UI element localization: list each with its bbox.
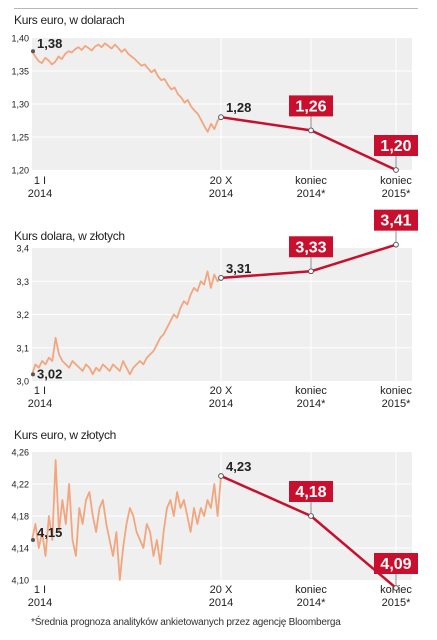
forecast-label-box	[289, 95, 333, 117]
forecast-value-label: 1,28	[226, 100, 251, 115]
y-tick-label: 4,26	[11, 448, 29, 458]
x-tick-label: 20 X	[210, 175, 233, 187]
forecast-point	[308, 268, 314, 275]
x-tick-label: 2015*	[382, 188, 411, 200]
forecast-point	[393, 167, 399, 173]
forecast-point	[393, 585, 399, 591]
x-tick-label: 2014*	[297, 398, 326, 410]
chart-title: Kurs dolara, w złotych	[14, 229, 125, 243]
x-tick-label: koniec	[380, 175, 412, 187]
y-tick-label: 4,22	[11, 480, 29, 490]
start-point	[31, 372, 35, 377]
forecast-value-label: 4,18	[295, 484, 326, 501]
x-tick-label: 2014*	[297, 597, 326, 609]
forecast-point	[218, 473, 224, 479]
x-tick-label: 2014	[209, 398, 233, 410]
x-tick-label: 20 X	[210, 385, 233, 397]
x-tick-label: 20 X	[210, 584, 233, 596]
forecast-value-label: 4,09	[380, 556, 411, 573]
x-tick-label: 2014	[209, 188, 233, 200]
y-tick-label: 1,20	[11, 166, 29, 176]
y-tick-label: 1,25	[11, 133, 29, 143]
history-series-line	[31, 459, 222, 581]
history-series-line	[31, 42, 222, 133]
forecast-point	[218, 114, 224, 121]
top-rule	[14, 8, 418, 9]
y-tick-label: 3,3	[16, 277, 29, 287]
x-tick-label: koniec	[380, 385, 412, 397]
x-tick-label: 2014	[28, 398, 52, 410]
x-tick-label: koniec	[295, 385, 327, 397]
forecast-value-label: 3,41	[380, 213, 411, 230]
chart-eurusd: Kurs euro, w dolarach 1,40 1,35 1,30 1,25 1,2…	[11, 13, 418, 200]
y-tick-label: 3,4	[16, 244, 29, 254]
chart-eurpln: Kurs euro, w złotych 4,26 4,22 4,18 4,14 4,10…	[11, 428, 418, 609]
forecast-value-label: 4,23	[226, 459, 251, 474]
forecast-label-box	[289, 481, 333, 502]
y-tick-label: 3,2	[16, 310, 29, 320]
x-tick-label: 1 I	[34, 385, 46, 397]
chart-title: Kurs euro, w złotych	[14, 428, 116, 442]
x-tick-label: 2014	[209, 597, 233, 609]
x-tick-label: koniec	[295, 175, 327, 187]
forecast-point	[308, 127, 314, 134]
forecast-label-box	[374, 553, 418, 574]
y-tick-label: 1,35	[11, 67, 29, 77]
y-tick-label: 1,30	[11, 100, 29, 110]
y-tick-label: 4,18	[11, 512, 29, 522]
y-tick-label: 3,1	[16, 343, 29, 353]
x-tick-label: 2014	[28, 597, 52, 609]
chart-title: Kurs euro, w dolarach	[14, 13, 124, 27]
y-tick-label: 3,0	[16, 377, 29, 387]
forecast-label-box	[374, 135, 418, 156]
forecast-value-label: 1,20	[380, 138, 411, 155]
forecast-point	[393, 241, 399, 248]
x-tick-label: koniec	[295, 584, 327, 596]
x-tick-label: 2015*	[382, 398, 411, 410]
forecast-value-label: 1,26	[295, 98, 326, 115]
forecast-label-box	[374, 209, 418, 231]
x-tick-label: 1 I	[34, 175, 46, 187]
forecast-value-label: 3,33	[295, 239, 326, 256]
start-value-label: 4,15	[37, 525, 62, 540]
forecast-label-box	[289, 236, 333, 258]
forecast-point	[218, 275, 224, 281]
x-tick-label: 2015*	[382, 597, 411, 609]
y-tick-label: 4,14	[11, 544, 29, 554]
forecast-point	[308, 513, 314, 519]
forecast-value-label: 3,31	[226, 261, 251, 276]
start-value-label: 1,38	[37, 36, 62, 51]
x-tick-label: 2014	[28, 188, 52, 200]
x-tick-label: 2014*	[297, 188, 326, 200]
start-value-label: 3,02	[37, 366, 62, 381]
y-tick-label: 1,40	[11, 34, 29, 44]
history-series-line	[31, 270, 222, 376]
footnote: *Średnia prognoza analityków ankietowany…	[31, 617, 341, 628]
y-tick-label: 4,10	[11, 576, 29, 586]
x-tick-label: 1 I	[34, 584, 46, 596]
start-point	[31, 49, 35, 54]
start-point	[31, 538, 35, 542]
